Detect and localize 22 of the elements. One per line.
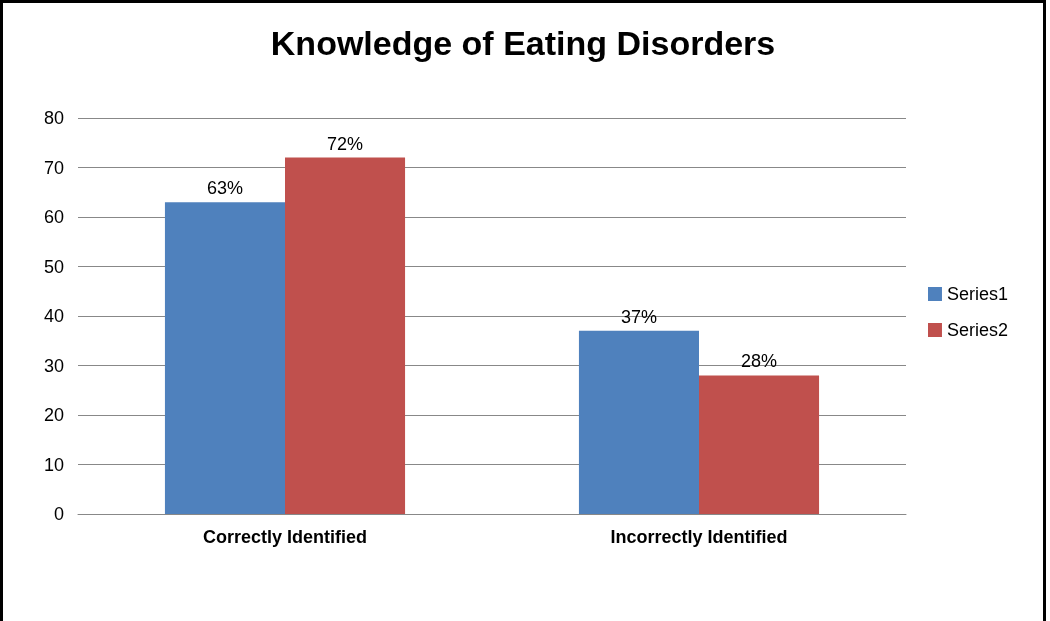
- data-label: 72%: [327, 133, 364, 154]
- y-tick-label: 60: [43, 207, 64, 227]
- bar: [285, 157, 406, 514]
- y-tick-label: 40: [43, 306, 64, 326]
- bar: [699, 375, 820, 514]
- data-label: 63%: [206, 178, 243, 199]
- y-tick-label: 30: [43, 355, 64, 376]
- y-tick-label: 0: [53, 504, 64, 524]
- bar: [578, 330, 699, 514]
- x-tick-label: Incorrectly Identified: [610, 527, 788, 547]
- y-tick-label: 20: [43, 405, 64, 425]
- bar: [164, 202, 285, 514]
- data-label: 37%: [620, 306, 657, 327]
- y-tick-label: 50: [43, 256, 64, 277]
- y-tick-label: 10: [43, 454, 64, 475]
- legend-label: Series1: [946, 284, 1008, 304]
- legend-label: Series2: [946, 320, 1008, 340]
- chart-title: Knowledge of Eating Disorders: [270, 24, 776, 62]
- y-tick-label: 70: [43, 157, 64, 178]
- y-tick-label: 80: [43, 108, 64, 128]
- x-tick-label: Correctly Identified: [202, 527, 368, 547]
- data-label: 28%: [741, 351, 778, 372]
